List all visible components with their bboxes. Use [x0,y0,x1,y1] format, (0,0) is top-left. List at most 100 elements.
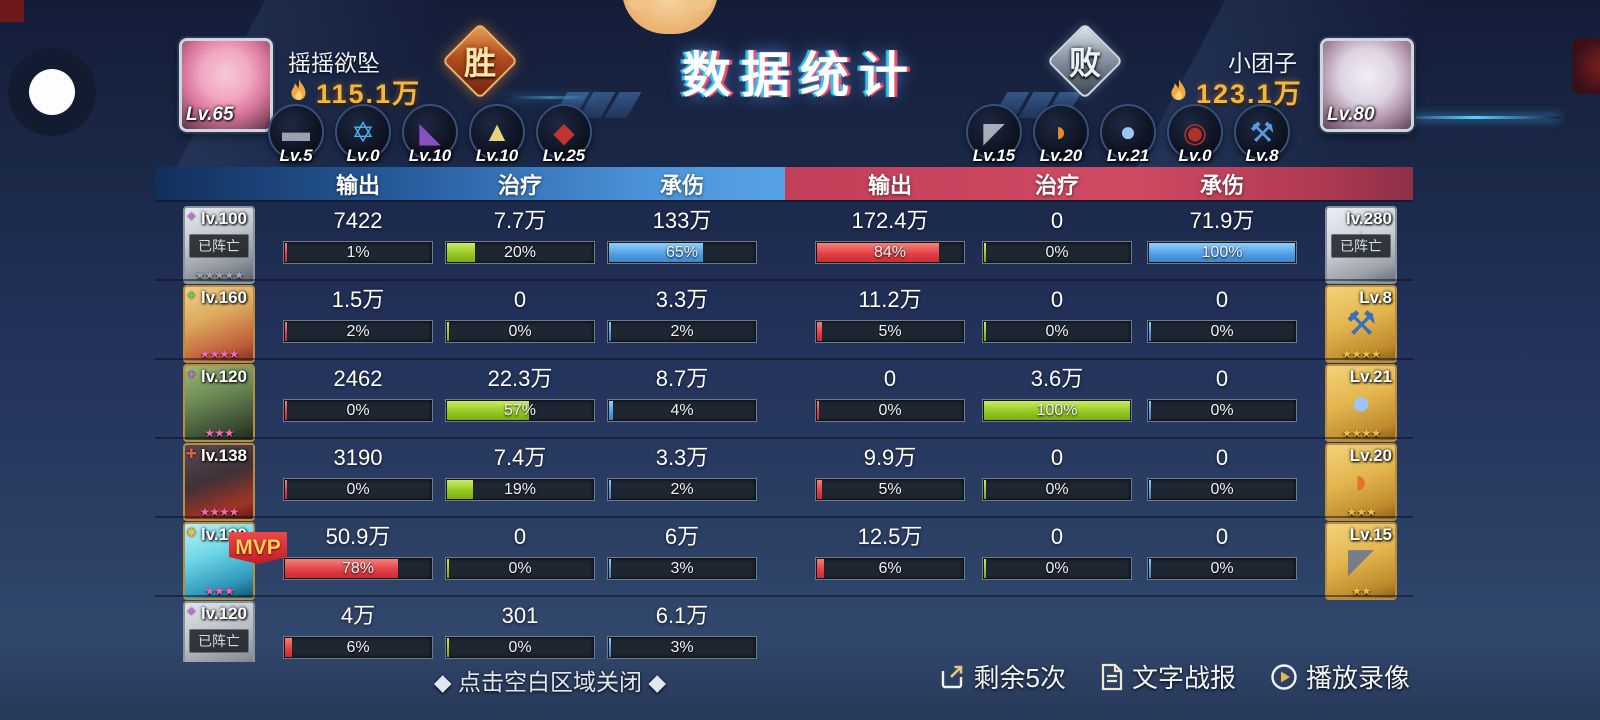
unit-avatar[interactable]: ✦ lv.120 ★★★ [183,364,255,442]
stat-progress-fill [609,480,612,499]
unit-level: lv.100 [201,209,248,228]
item-art [1327,524,1395,598]
stat-progress-fill [285,322,288,341]
stat-value: 6万 [664,524,700,549]
stat-progress-fill [609,243,704,262]
footer-button-label: 文字战报 [1131,663,1236,693]
stat-cell: 11.2万 5% [810,281,970,343]
stat-progress-bar: 0% [283,399,433,422]
stat-percent: 4% [670,402,694,419]
unit-avatar[interactable]: ✦ lv.160 ★★★★ [183,285,255,363]
star-rating: ★★★ [204,426,234,440]
stat-cell: 0 0% [977,202,1137,264]
stat-percent: 0% [1210,402,1234,419]
stat-progress-bar: 0% [445,557,595,580]
avatar-art [185,445,253,519]
star-rating: ★★★★ [199,347,239,361]
footer-buttons: 剩余5次 文字战报 播放录像 [940,658,1410,695]
play-replay-button[interactable]: 播放录像 [1270,658,1410,695]
unit-avatar[interactable]: ✹ lv.120 ★★★ [183,522,255,600]
stat-progress-fill [1149,322,1152,341]
stat-progress-fill [447,480,474,499]
stat-value: 1.5万 [331,287,385,312]
stat-progress-fill [285,401,288,420]
column-header-1: 治疗 [497,172,543,198]
stat-progress-bar: 0% [283,478,433,501]
stat-progress-fill [609,322,612,341]
stat-cell: 0 0% [977,281,1137,343]
stat-cell: 0 0% [810,360,970,422]
right-weapon[interactable]: ⚒ Lv.8 [1234,104,1290,165]
left-weapon[interactable]: ✡ Lv.0 [335,104,391,165]
avatar-art [182,41,270,129]
stat-percent: 0% [508,560,532,577]
unit-avatar[interactable]: ✚ lv.138 ★★★★ [183,443,255,521]
left-weapon[interactable]: ▲ Lv.10 [469,104,525,165]
right-player-avatar[interactable]: Lv.80 [1320,38,1414,132]
stat-progress-bar: 19% [445,478,595,501]
stat-progress-bar: 0% [1147,399,1297,422]
stat-value: 0 [1050,287,1064,312]
left-weapon[interactable]: ◣ Lv.10 [402,104,458,165]
stat-percent: 1% [346,244,370,261]
item-icon-tile[interactable]: ◗ Lv.20 ★★★ [1325,443,1397,521]
stat-progress-fill [285,243,288,262]
stat-progress-fill [447,559,450,578]
unit-avatar[interactable]: ✦ lv.120 已阵亡 [183,601,255,662]
element-icon: ✦ [186,367,197,382]
left-weapons-row: ▬ Lv.5 ✡ Lv.0 ◣ Lv.10 ▲ Lv.10 ◆ Lv.25 [268,104,592,165]
right-weapon[interactable]: ● Lv.21 [1100,104,1156,165]
item-glyph-icon: ◗ [1350,462,1372,501]
item-icon-tile[interactable]: ● Lv.21 ★★★★ [1325,364,1397,442]
stat-progress-bar: 0% [982,320,1132,343]
wedge-icon: ◤ [983,116,1005,148]
stat-progress-fill [1149,559,1152,578]
stat-percent: 0% [1045,244,1069,261]
stat-progress-bar: 6% [283,636,433,659]
star-rating: ★★★★ [1341,426,1381,440]
item-level: Lv.15 [1349,525,1392,544]
stat-percent: 100% [1036,402,1078,419]
element-icon: ✦ [186,209,197,224]
stat-value: 71.9万 [1189,208,1255,233]
corner-marker [0,0,24,22]
stat-cell: 7.7万 20% [440,202,600,264]
stat-progress-bar: 0% [445,320,595,343]
stat-value: 3.3万 [655,287,709,312]
stat-percent: 0% [346,402,370,419]
stat-progress-fill [984,322,987,341]
close-hint: ◆ 点击空白区域关闭 ◆ [433,669,667,695]
stat-percent: 78% [341,560,375,577]
stat-cell: 301 0% [440,597,600,659]
item-icon-tile[interactable]: ◤ Lv.15 ★★ [1325,522,1397,600]
system-assist-button[interactable] [8,48,96,136]
weapon-level: Lv.5 [279,146,313,165]
stat-progress-fill [817,401,820,420]
stat-progress-bar: 65% [607,241,757,264]
left-player-avatar[interactable]: Lv.65 [179,38,273,132]
avatar-art [185,287,253,361]
right-weapon[interactable]: ◤ Lv.15 [966,104,1022,165]
table-row: ✦ lv.120 ★★★ 2462 0% 22.3万 57% 8.7万 4% 0 0% 3.6万 100… [155,358,1413,442]
right-weapon[interactable]: ◗ Lv.20 [1033,104,1089,165]
flame-icon [291,78,306,100]
left-weapon[interactable]: ▬ Lv.5 [268,104,324,165]
unit-avatar[interactable]: ✦ lv.100 已阵亡 ★★★★★ [183,206,255,284]
element-icon: ✦ [186,604,197,619]
item-level: Lv.21 [1349,367,1392,386]
column-header-0: 输出 [867,172,913,198]
left-weapon[interactable]: ◆ Lv.25 [536,104,592,165]
text-report-button[interactable]: 文字战报 [1100,658,1236,695]
right-weapon[interactable]: ◉ Lv.0 [1167,104,1223,165]
stat-cell: 50.9万 78% [278,518,438,580]
stat-value: 4万 [340,603,376,628]
stat-value: 3.3万 [655,445,709,470]
stat-percent: 65% [665,244,699,261]
item-icon-tile[interactable]: ⚒ Lv.8 ★★★★ [1325,285,1397,363]
share-remaining-button[interactable]: 剩余5次 [940,658,1066,695]
stat-progress-bar: 0% [1147,478,1297,501]
stat-percent: 0% [1210,481,1234,498]
win-badge: 胜 [441,22,519,100]
